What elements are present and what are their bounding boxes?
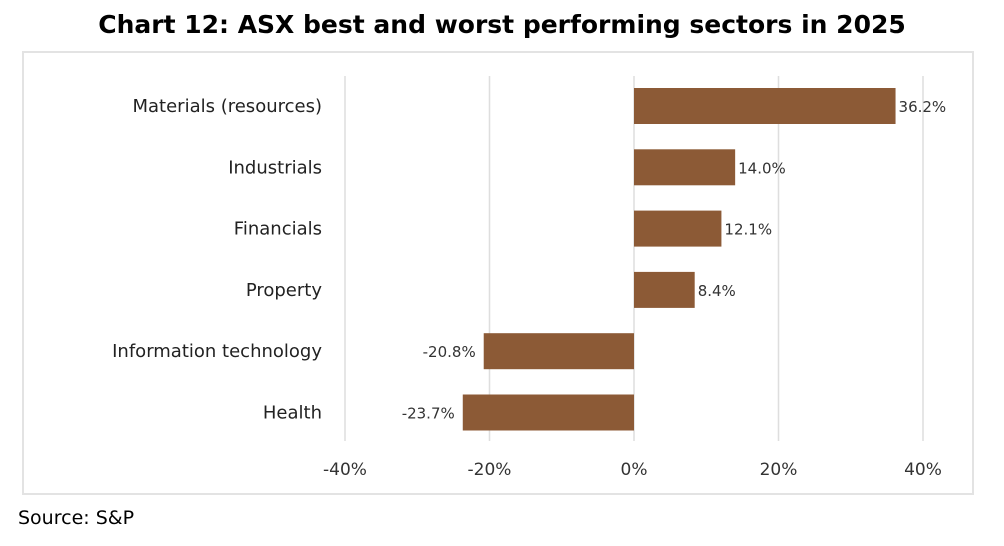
x-tick-label: 20% [760,460,798,480]
category-label: Materials (resources) [132,96,322,117]
source-note: Source: S&P [18,507,135,529]
x-tick-label: -40% [323,460,367,480]
chart-title: Chart 12: ASX best and worst performing … [98,10,906,39]
x-tick-label: 0% [621,460,648,480]
data-label: 36.2% [899,98,947,116]
category-label: Financials [234,219,322,240]
data-label: -20.8% [423,343,476,361]
bar [634,210,722,247]
chart-frame [22,51,974,495]
bar [634,271,695,308]
data-label: 12.1% [724,221,772,239]
bar [634,88,896,124]
bar [483,333,634,370]
category-label: Industrials [228,157,322,178]
data-label: -23.7% [402,405,455,423]
bar [462,394,634,431]
data-label: 8.4% [698,282,736,300]
category-label: Property [246,280,323,301]
x-tick-label: -20% [468,460,512,480]
x-tick-label: 40% [904,460,942,480]
category-label: Information technology [112,341,322,362]
data-label: 14.0% [738,159,786,177]
category-label: Health [263,403,322,424]
bar [634,149,736,186]
